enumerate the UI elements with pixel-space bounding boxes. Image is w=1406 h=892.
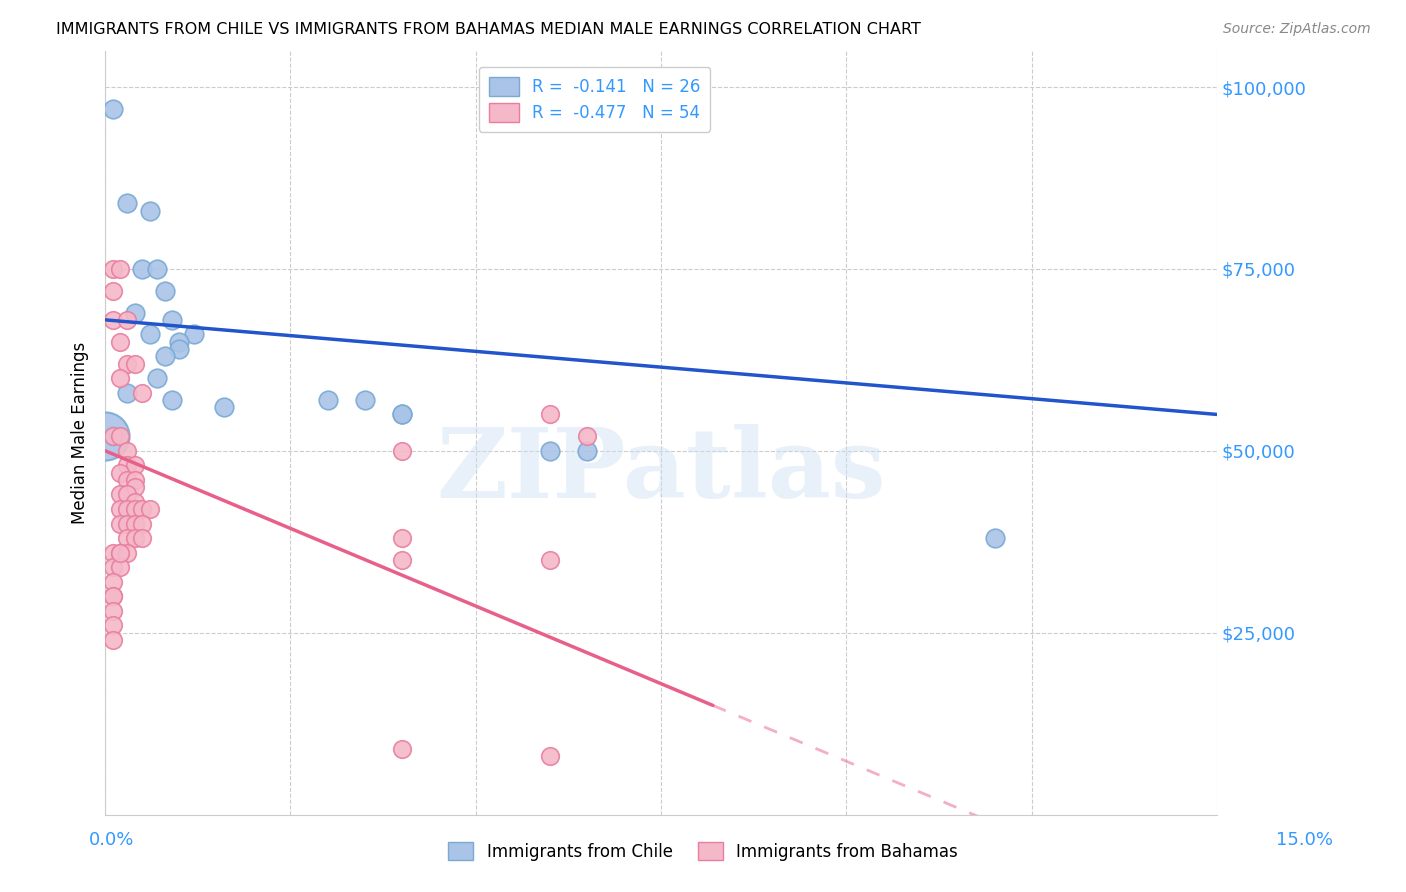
Point: [108, 546, 131, 560]
Point: [124, 502, 146, 516]
Point: [124, 357, 146, 371]
Point: [101, 313, 124, 327]
Point: [124, 516, 146, 531]
Point: [117, 196, 139, 211]
Point: [538, 408, 561, 422]
Point: [108, 560, 131, 574]
Point: [316, 392, 339, 407]
Point: [160, 392, 183, 407]
Point: [101, 618, 124, 632]
Point: [117, 502, 139, 516]
Point: [391, 553, 413, 567]
Point: [101, 429, 124, 443]
Point: [391, 531, 413, 545]
Point: [538, 553, 561, 567]
Point: [160, 313, 183, 327]
Point: [101, 590, 124, 604]
Point: [101, 102, 124, 116]
Point: [108, 429, 131, 443]
Point: [101, 429, 124, 443]
Point: [117, 357, 139, 371]
Point: [169, 342, 191, 356]
Point: [391, 443, 413, 458]
Text: IMMIGRANTS FROM CHILE VS IMMIGRANTS FROM BAHAMAS MEDIAN MALE EARNINGS CORRELATIO: IMMIGRANTS FROM CHILE VS IMMIGRANTS FROM…: [56, 22, 921, 37]
Point: [124, 473, 146, 487]
Point: [131, 516, 153, 531]
Point: [117, 531, 139, 545]
Point: [538, 749, 561, 764]
Point: [124, 531, 146, 545]
Point: [212, 400, 235, 414]
Point: [146, 261, 169, 276]
Point: [108, 371, 131, 385]
Point: [117, 385, 139, 400]
Point: [101, 284, 124, 298]
Point: [124, 480, 146, 494]
Y-axis label: Median Male Earnings: Median Male Earnings: [72, 342, 89, 524]
Point: [108, 466, 131, 480]
Point: [101, 429, 124, 443]
Text: Source: ZipAtlas.com: Source: ZipAtlas.com: [1223, 22, 1371, 37]
Point: [117, 546, 139, 560]
Point: [124, 494, 146, 508]
Point: [575, 443, 598, 458]
Point: [101, 632, 124, 647]
Point: [131, 261, 153, 276]
Point: [183, 327, 205, 342]
Point: [146, 371, 169, 385]
Point: [101, 560, 124, 574]
Point: [108, 502, 131, 516]
Point: [124, 458, 146, 473]
Point: [138, 327, 160, 342]
Point: [101, 604, 124, 618]
Point: [575, 429, 598, 443]
Point: [131, 385, 153, 400]
Point: [117, 473, 139, 487]
Point: [124, 305, 146, 319]
Point: [391, 742, 413, 756]
Point: [94, 429, 117, 443]
Point: [117, 487, 139, 501]
Point: [108, 487, 131, 501]
Point: [108, 516, 131, 531]
Point: [117, 313, 139, 327]
Legend: Immigrants from Chile, Immigrants from Bahamas: Immigrants from Chile, Immigrants from B…: [441, 836, 965, 868]
Point: [391, 408, 413, 422]
Point: [101, 261, 124, 276]
Text: 0.0%: 0.0%: [89, 831, 134, 849]
Point: [101, 546, 124, 560]
Point: [538, 443, 561, 458]
Point: [131, 502, 153, 516]
Legend: R =  -0.141   N = 26, R =  -0.477   N = 54: R = -0.141 N = 26, R = -0.477 N = 54: [478, 67, 710, 132]
Point: [101, 574, 124, 589]
Point: [117, 516, 139, 531]
Point: [117, 458, 139, 473]
Point: [101, 590, 124, 604]
Point: [153, 284, 176, 298]
Point: [391, 408, 413, 422]
Point: [353, 392, 375, 407]
Point: [169, 334, 191, 349]
Point: [117, 443, 139, 458]
Point: [131, 531, 153, 545]
Point: [108, 546, 131, 560]
Point: [108, 261, 131, 276]
Text: 15.0%: 15.0%: [1275, 831, 1333, 849]
Point: [153, 349, 176, 363]
Point: [983, 531, 1005, 545]
Point: [138, 203, 160, 218]
Point: [138, 502, 160, 516]
Point: [108, 334, 131, 349]
Text: ZIPatlas: ZIPatlas: [436, 424, 886, 518]
